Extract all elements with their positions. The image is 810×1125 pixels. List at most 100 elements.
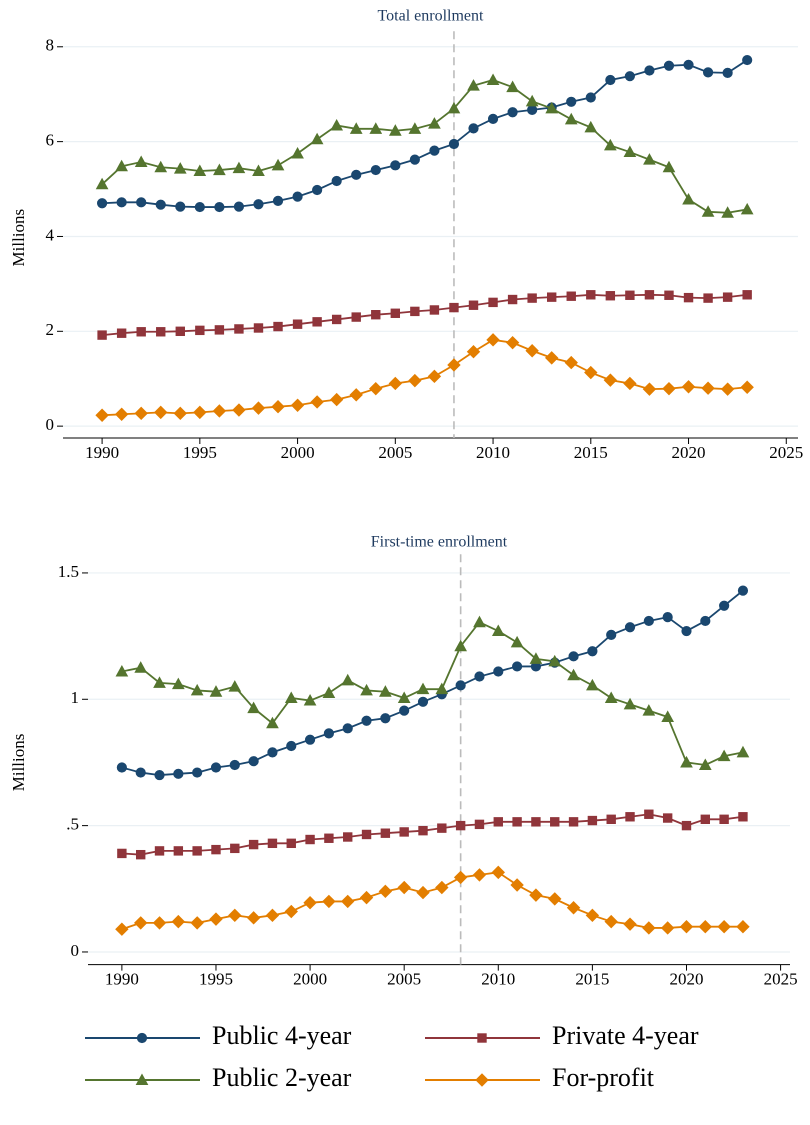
marker (660, 921, 675, 935)
marker (527, 293, 537, 303)
marker (214, 325, 225, 335)
marker (429, 305, 440, 315)
marker (448, 138, 460, 150)
marker (740, 202, 754, 215)
marker (623, 145, 637, 158)
marker (586, 290, 596, 300)
marker (531, 817, 541, 827)
marker (525, 344, 539, 358)
marker (399, 705, 410, 716)
marker (135, 767, 146, 778)
marker (304, 734, 316, 745)
marker (193, 164, 207, 177)
marker (720, 382, 735, 396)
series-line (102, 293, 748, 336)
marker (115, 922, 129, 936)
marker (717, 749, 731, 762)
marker (388, 376, 403, 391)
marker (136, 327, 146, 337)
marker (265, 908, 280, 923)
marker (194, 201, 205, 213)
marker (115, 159, 128, 172)
marker (390, 160, 401, 171)
marker (624, 622, 636, 633)
marker (661, 710, 675, 722)
marker (512, 817, 522, 827)
marker (510, 878, 524, 892)
series-line (121, 621, 744, 766)
marker (212, 404, 227, 418)
marker (360, 683, 373, 696)
marker (303, 895, 317, 910)
marker (742, 54, 753, 66)
marker (644, 65, 655, 76)
x-tick-label: 2005 (387, 970, 421, 989)
legend-marker (475, 1073, 489, 1087)
x-tick-label: 2000 (281, 443, 315, 462)
marker (251, 401, 266, 415)
marker (343, 832, 353, 842)
marker (399, 827, 409, 837)
marker (134, 155, 148, 168)
marker (322, 894, 336, 909)
marker (487, 113, 499, 124)
marker (643, 615, 654, 627)
marker (175, 326, 185, 337)
marker (209, 912, 223, 926)
marker (271, 158, 285, 171)
marker (228, 908, 242, 923)
marker (312, 317, 322, 327)
marker (154, 405, 168, 420)
marker (642, 704, 656, 716)
marker (408, 122, 422, 134)
marker (266, 716, 279, 729)
marker (505, 335, 520, 350)
marker (97, 330, 107, 340)
marker (173, 162, 187, 174)
marker (703, 293, 713, 303)
marker (722, 67, 733, 78)
marker (416, 885, 430, 900)
marker (472, 868, 487, 882)
marker (349, 388, 363, 402)
marker (625, 812, 635, 822)
marker (171, 677, 185, 690)
marker (468, 300, 479, 310)
marker (331, 314, 342, 325)
marker (663, 60, 675, 71)
marker (234, 324, 244, 334)
marker (683, 59, 694, 70)
marker (466, 344, 481, 359)
marker (213, 163, 226, 176)
marker (429, 145, 440, 156)
marker (292, 191, 303, 202)
marker (115, 664, 129, 677)
marker (117, 848, 127, 859)
marker (310, 395, 324, 409)
marker (506, 80, 519, 93)
marker (286, 740, 297, 752)
marker (491, 624, 505, 637)
marker (349, 122, 363, 134)
marker (428, 117, 441, 129)
marker (252, 164, 265, 177)
marker (247, 701, 260, 714)
marker (253, 323, 264, 333)
marker (233, 201, 245, 212)
marker (702, 67, 714, 78)
marker (643, 153, 656, 165)
marker (209, 685, 223, 697)
marker (322, 686, 336, 698)
marker (529, 652, 543, 664)
y-tick-label: 6 (46, 131, 55, 150)
marker (642, 382, 657, 396)
marker (474, 671, 485, 682)
marker (467, 79, 480, 91)
marker (273, 321, 283, 332)
marker (292, 319, 303, 329)
marker (664, 290, 674, 300)
marker (493, 817, 503, 827)
marker (154, 769, 165, 781)
marker (604, 691, 618, 704)
marker (606, 814, 616, 825)
